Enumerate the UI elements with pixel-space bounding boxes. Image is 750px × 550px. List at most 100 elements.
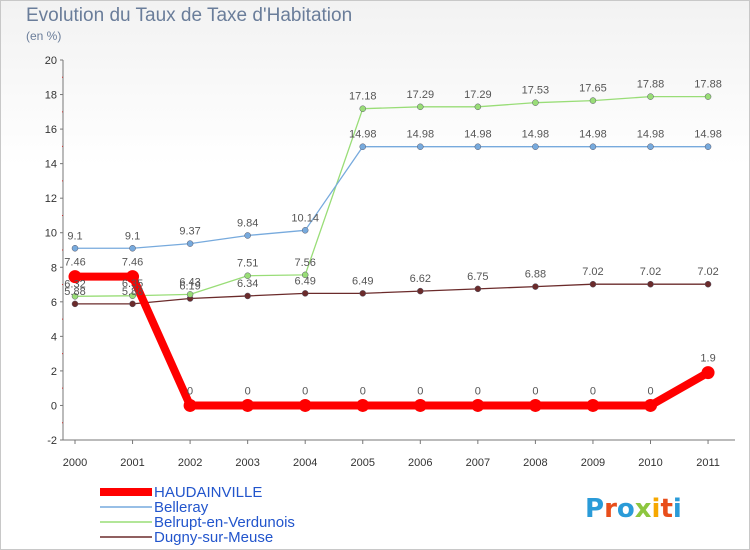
data-label-dugny-sur-meuse: 6.88	[525, 269, 546, 281]
data-label-dugny-sur-meuse: 6.19	[179, 281, 200, 293]
data-label-dugny-sur-meuse: 7.02	[697, 266, 718, 278]
data-label-belrupt-en-verdunois: 17.29	[464, 89, 492, 101]
y-tick-label: 16	[45, 124, 57, 136]
data-point-belrupt-en-verdunois	[532, 99, 539, 106]
data-label-belleray: 14.98	[349, 129, 377, 141]
data-label-belrupt-en-verdunois: 6.43	[179, 276, 200, 288]
data-label-haudainville: 7.46	[64, 257, 85, 269]
y-tick-label: 0	[51, 400, 57, 412]
data-point-haudainville	[471, 398, 485, 412]
data-label-belleray: 9.1	[67, 230, 82, 242]
data-label-belrupt-en-verdunois: 7.56	[294, 257, 315, 269]
y-tick-label: 10	[45, 228, 57, 240]
data-point-belleray	[129, 245, 136, 252]
data-label-dugny-sur-meuse: 6.75	[467, 271, 488, 283]
y-tick-label: 4	[51, 331, 57, 343]
data-label-dugny-sur-meuse: 7.02	[640, 266, 661, 278]
data-point-haudainville	[183, 398, 197, 412]
data-point-haudainville	[298, 398, 312, 412]
data-point-belleray	[704, 143, 712, 150]
data-point-belleray	[532, 143, 539, 150]
x-tick-label: 2005	[351, 457, 375, 469]
data-label-belrupt-en-verdunois: 17.53	[522, 85, 550, 97]
data-label-belrupt-en-verdunois: 7.51	[237, 258, 258, 270]
data-label-haudainville: 0	[187, 385, 193, 397]
y-tick-label: 12	[45, 193, 57, 205]
data-label-belrupt-en-verdunois: 17.29	[407, 89, 435, 101]
data-point-haudainville	[356, 398, 370, 412]
y-tick-label: 20	[45, 55, 57, 67]
legend: HAUDAINVILLEBellerayBelrupt-en-Verdunois…	[100, 484, 295, 546]
data-point-belleray	[359, 143, 366, 150]
y-tick-label: 18	[45, 90, 57, 102]
chart-title: Evolution du Taux de Taxe d'Habitation	[26, 5, 353, 26]
data-point-haudainville	[68, 270, 82, 284]
data-point-belleray	[244, 232, 251, 239]
data-label-dugny-sur-meuse: 6.34	[237, 278, 258, 290]
data-label-belleray: 9.1	[125, 230, 140, 242]
data-point-belrupt-en-verdunois	[186, 291, 194, 298]
data-point-belrupt-en-verdunois	[359, 105, 366, 112]
chart-subtitle: (en %)	[26, 29, 62, 43]
data-point-belleray	[417, 143, 424, 150]
data-point-belleray	[186, 240, 194, 247]
data-point-haudainville	[413, 398, 427, 412]
data-label-haudainville: 0	[302, 385, 308, 397]
data-label-belrupt-en-verdunois: 17.18	[349, 91, 377, 103]
series-line-belrupt-en-verdunois	[74, 95, 709, 297]
data-point-belleray	[589, 143, 597, 150]
data-label-haudainville: 0	[417, 385, 423, 397]
data-label-haudainville: 0	[245, 385, 251, 397]
data-point-dugny-sur-meuse	[359, 290, 366, 297]
data-point-haudainville	[644, 398, 657, 412]
data-label-belrupt-en-verdunois: 17.88	[694, 79, 722, 91]
legend-label: Belrupt-en-Verdunois	[154, 514, 295, 531]
data-label-dugny-sur-meuse: 6.49	[294, 275, 315, 287]
y-tick-label: 6	[51, 297, 57, 309]
data-point-belrupt-en-verdunois	[704, 93, 712, 100]
data-point-haudainville	[241, 398, 255, 412]
data-point-dugny-sur-meuse	[417, 287, 424, 295]
legend-label: Dugny-sur-Meuse	[154, 529, 273, 546]
data-point-haudainville	[586, 398, 600, 412]
x-tick-label: 2007	[466, 457, 490, 469]
data-point-dugny-sur-meuse	[71, 300, 79, 308]
data-point-belleray	[71, 245, 79, 252]
data-point-dugny-sur-meuse	[244, 292, 251, 300]
data-point-belleray	[301, 227, 309, 234]
data-label-belleray: 10.14	[291, 212, 319, 224]
data-point-belrupt-en-verdunois	[301, 271, 309, 279]
x-tick-label: 2006	[408, 457, 432, 469]
x-tick-label: 2001	[120, 457, 144, 469]
data-point-dugny-sur-meuse	[704, 280, 712, 288]
data-point-dugny-sur-meuse	[532, 283, 539, 290]
proxiti-logo: Proxiti	[585, 494, 682, 524]
chart-axes: -2 0 2 4 6 8 10 12 14 16 18 20 2000 2001 2002 2003 2004 2…	[45, 55, 735, 469]
svg-text:Proxiti: Proxiti	[585, 494, 682, 524]
series-line-belleray	[75, 146, 709, 249]
data-label-dugny-sur-meuse: 7.02	[582, 266, 603, 278]
y-tick-label: -2	[47, 435, 57, 447]
data-labels-layer: 5.88 5.88 6.19 6.34 6.49 6.49 6.62 6.75 6.88 7.02…	[64, 79, 722, 398]
y-tick-label: 2	[51, 366, 57, 378]
data-point-belrupt-en-verdunois	[589, 97, 597, 104]
y-tick-label: 8	[51, 262, 57, 274]
data-label-haudainville: 0	[360, 385, 366, 397]
x-tick-label: 2008	[523, 457, 547, 469]
data-label-dugny-sur-meuse: 5.88	[122, 286, 143, 298]
data-label-belleray: 14.98	[694, 129, 722, 141]
data-label-haudainville: 7.46	[122, 257, 143, 269]
data-label-belleray: 14.98	[464, 129, 492, 141]
data-point-dugny-sur-meuse	[474, 285, 482, 293]
data-point-belrupt-en-verdunois	[129, 292, 136, 300]
data-point-dugny-sur-meuse	[589, 280, 597, 288]
legend-label: HAUDAINVILLE	[154, 484, 262, 501]
data-point-dugny-sur-meuse	[129, 300, 136, 308]
data-label-belleray: 14.98	[522, 129, 550, 141]
data-label-dugny-sur-meuse: 5.88	[64, 286, 85, 298]
data-point-dugny-sur-meuse	[647, 280, 654, 288]
series-line-haudainville	[75, 272, 711, 410]
legend-label: Belleray	[154, 499, 209, 516]
data-label-belrupt-en-verdunois: 17.65	[579, 83, 607, 95]
